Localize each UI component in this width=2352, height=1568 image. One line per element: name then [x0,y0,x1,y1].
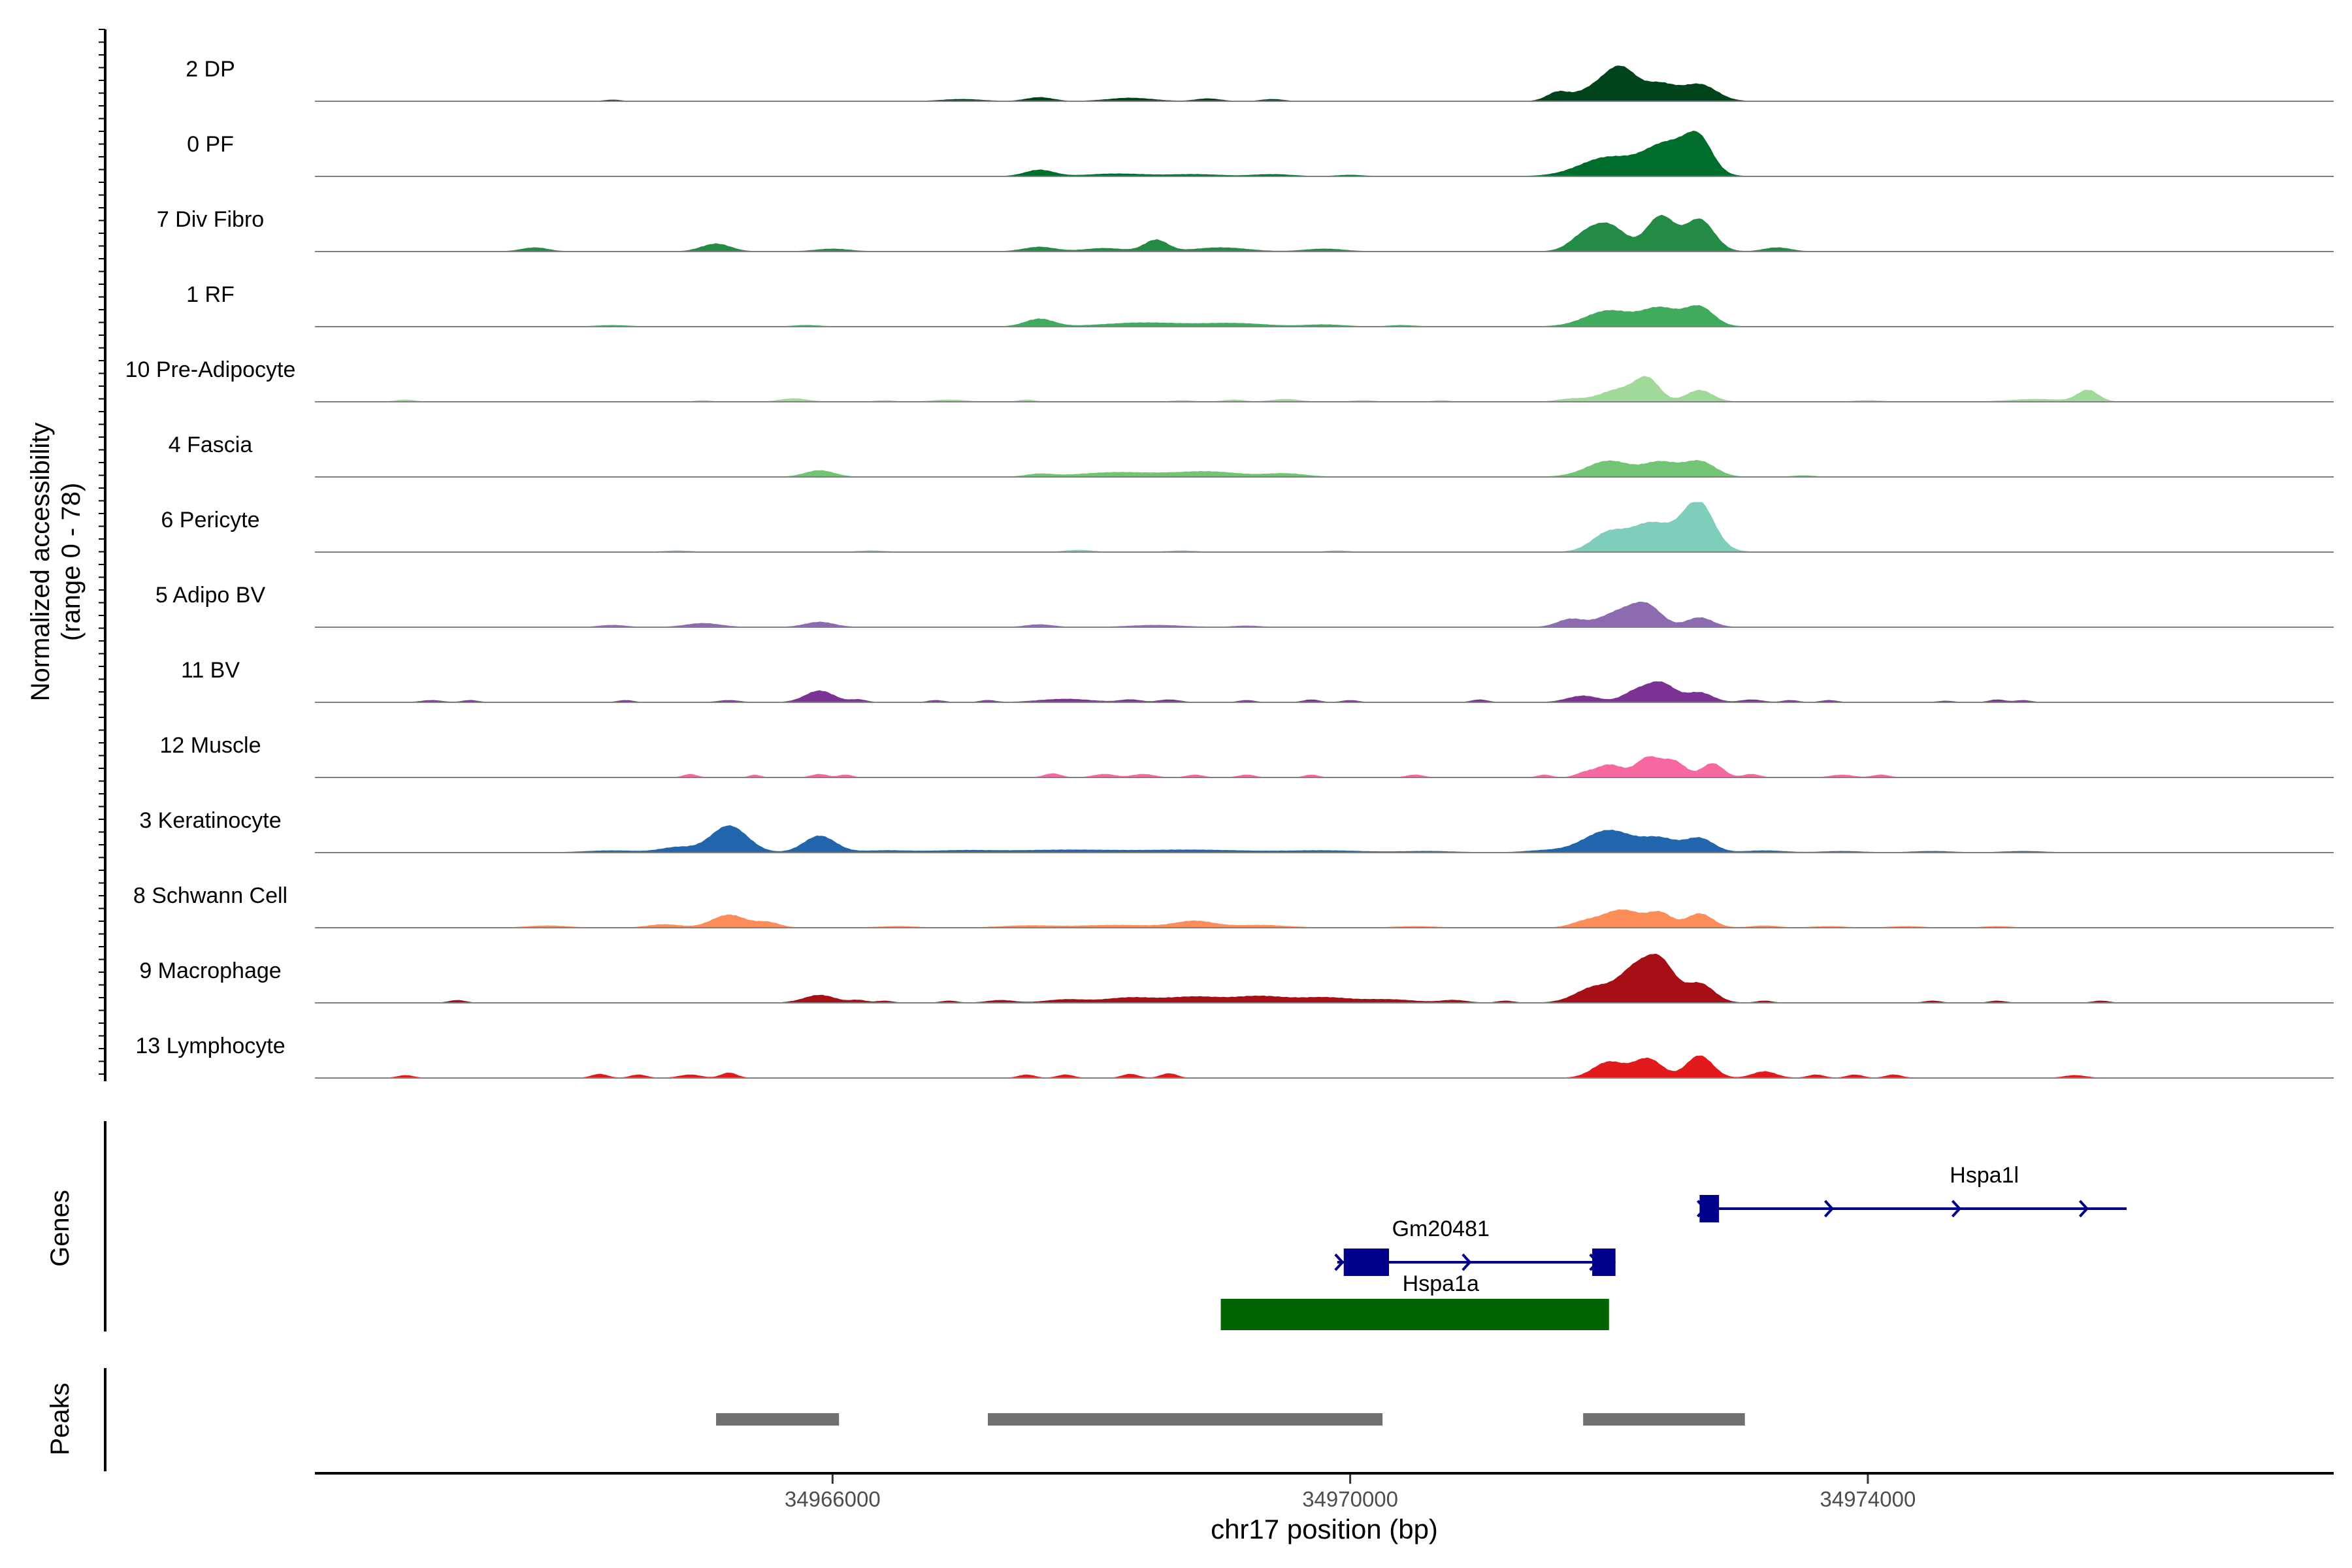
track-2-dp: 2 DP [186,57,2334,102]
track-1-rf: 1 RF [186,282,2334,327]
coverage-area [315,502,2334,553]
gene-label: Gm20481 [1392,1217,1490,1241]
x-axis-ticks: 34966000 34970000 34974000 [785,1475,1916,1511]
x-tick-label: 34974000 [1820,1487,1916,1511]
y-axis-title: Normalized accessibility (range 0 - 78) [26,423,86,702]
peaks-panel: Peaks [46,1368,1745,1471]
track-0-pf: 0 PF [187,130,2334,177]
coverage-area [315,214,2334,252]
gene-gm20481: Gm20481 [1334,1217,1616,1276]
x-axis-title: chr17 position (bp) [1211,1514,1438,1544]
gene-exon [1592,1249,1616,1276]
track-3-keratinocyte: 3 Keratinocyte [139,808,2334,853]
coverage-tracks: 2 DP 0 PF 7 Div Fibro 1 RF 10 Pre-Adipocyte 4… [125,57,2334,1079]
peak-region [988,1413,1383,1426]
coverage-area [315,681,2334,703]
genes-panel-label: Genes [46,1190,74,1267]
gene-label: Hspa1a [1403,1271,1479,1296]
gene-hspa1l: Hspa1l [1696,1163,2127,1222]
x-axis: 34966000 34970000 34974000 chr17 position … [315,1472,2334,1544]
gene-hspa1a: Hspa1a [1220,1271,1609,1330]
y-axis-title-line1: Normalized accessibility [26,423,55,702]
track-11-bv: 11 BV [181,658,2334,703]
gene-body [1220,1299,1609,1330]
coverage-area [315,1055,2334,1079]
coverage-area [315,909,2334,928]
strand-arrow [2078,1200,2089,1218]
track-label: 8 Schwann Cell [133,883,287,908]
track-label: 7 Div Fibro [157,207,264,232]
track-9-macrophage: 9 Macrophage [139,953,2334,1004]
strand-arrow [1334,1253,1345,1271]
track-label: 0 PF [187,132,234,157]
track-4-fascia: 4 Fascia [169,433,2334,478]
track-6-pericyte: 6 Pericyte [161,502,2334,553]
track-label: 2 DP [186,57,235,82]
track-label: 6 Pericyte [161,508,259,532]
coverage-area [315,304,2334,327]
track-label: 10 Pre-Adipocyte [125,357,296,382]
track-10-pre-adipocyte: 10 Pre-Adipocyte [125,357,2334,402]
gene-exon [1699,1195,1720,1222]
gene-label: Hspa1l [1950,1163,2019,1188]
gene-exon [1343,1249,1390,1276]
track-12-muscle: 12 Muscle [160,733,2334,778]
y-axis-title-line2: (range 0 - 78) [57,483,86,641]
track-label: 5 Adipo BV [155,583,266,608]
strand-arrow [1462,1253,1472,1271]
track-13-lymphocyte: 13 Lymphocyte [135,1034,2334,1079]
coverage-area [315,602,2334,628]
track-label: 1 RF [186,282,235,307]
genes-panel: Genes Hspa1l Gm20481 Hspa1a [46,1121,2127,1331]
x-tick-label: 34966000 [785,1487,881,1511]
track-5-adipo-bv: 5 Adipo BV [155,583,2334,628]
track-label: 12 Muscle [160,733,261,758]
coverage-area [315,65,2334,102]
coverage-area [315,459,2334,478]
track-7-div-fibro: 7 Div Fibro [157,207,2334,252]
track-label: 9 Macrophage [139,958,281,983]
strand-arrow [1823,1200,1835,1218]
peak-regions [716,1413,1745,1426]
peak-region [1583,1413,1745,1426]
track-label: 13 Lymphocyte [135,1034,285,1058]
gene-annotations: Hspa1l Gm20481 Hspa1a [1220,1163,2127,1330]
coverage-area [315,756,2334,778]
coverage-area [315,376,2334,402]
track-8-schwann-cell: 8 Schwann Cell [133,883,2334,928]
track-label: 4 Fascia [169,433,253,457]
strand-arrow [1951,1200,1962,1218]
coverage-area [315,825,2334,853]
peak-region [716,1413,840,1426]
coverage-area [315,130,2334,177]
x-tick-label: 34970000 [1302,1487,1398,1511]
track-label: 3 Keratinocyte [139,808,281,833]
peaks-panel-label: Peaks [46,1382,74,1455]
coverage-axis [99,29,106,1081]
track-label: 11 BV [181,658,240,683]
coverage-area [315,953,2334,1004]
